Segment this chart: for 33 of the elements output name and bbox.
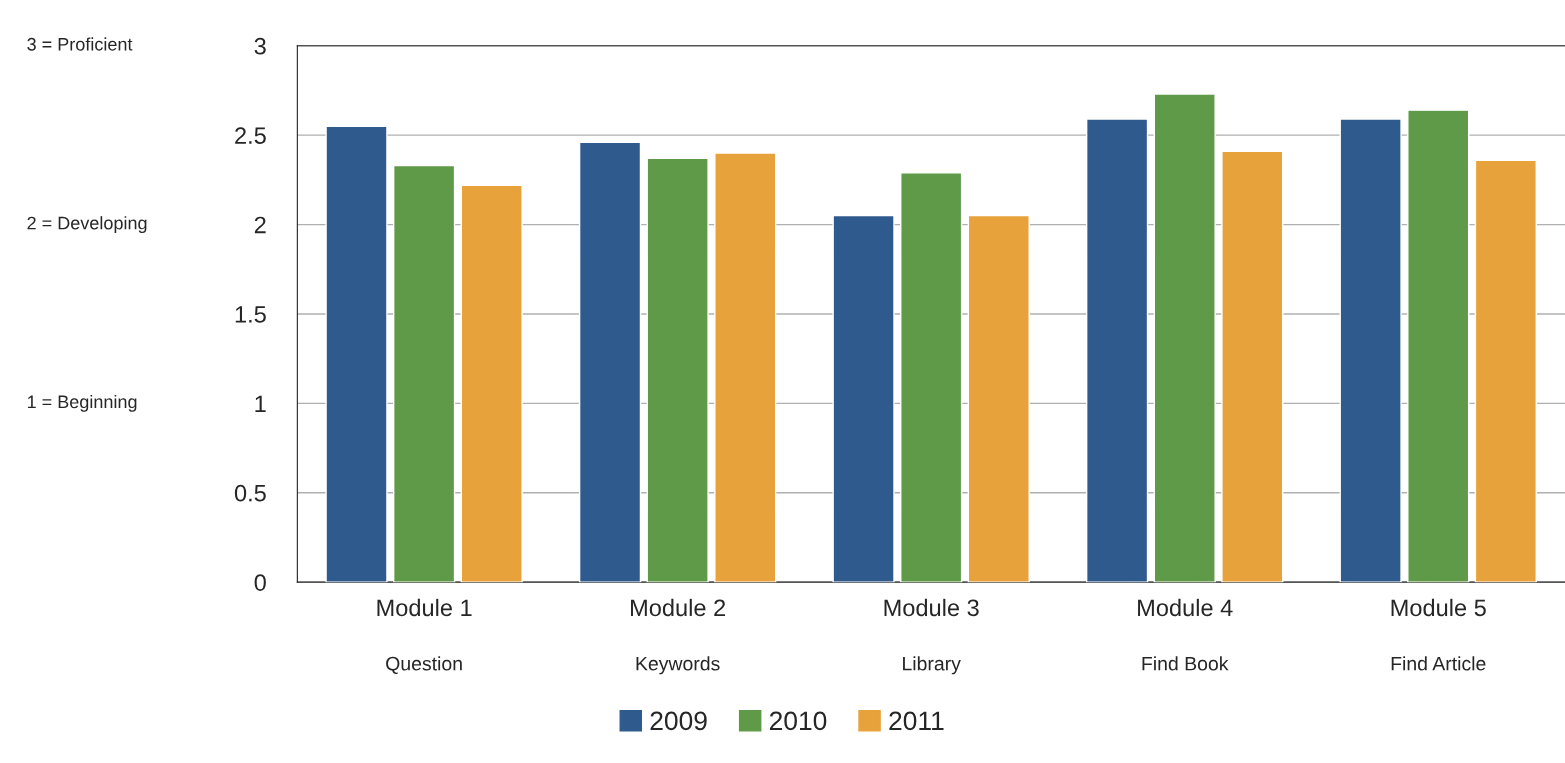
legend-label: 2011	[889, 711, 944, 731]
bar	[1153, 93, 1216, 583]
bar	[832, 214, 895, 583]
bar	[325, 125, 388, 583]
legend-label: 2009	[650, 711, 707, 731]
y-tick-label: 1	[255, 395, 266, 412]
bar	[578, 141, 642, 583]
bar	[1407, 109, 1470, 583]
bar	[1085, 118, 1149, 583]
bar	[1221, 150, 1284, 583]
y-tick-label: 2	[254, 216, 266, 234]
bar	[714, 152, 777, 583]
bar	[392, 164, 456, 583]
category-label: Module 2 Keywords	[631, 598, 726, 675]
category-label: Module 1 Question	[377, 598, 472, 675]
bar	[900, 172, 963, 583]
category-label: Module 4 Find Book	[1138, 598, 1233, 671]
bar	[967, 214, 1030, 583]
category-label: Module 5 Find Article	[1391, 598, 1486, 671]
legend-label: 2010	[769, 711, 827, 731]
category-label: Module 3 Library	[884, 598, 979, 675]
y-tick-label: 0	[254, 574, 266, 591]
y-tick-label: 0.5	[234, 484, 266, 502]
bar	[460, 184, 523, 583]
text: 3 = Proficient	[27, 37, 133, 51]
bar	[646, 157, 709, 583]
text: 2 = Developing	[27, 216, 147, 233]
y-tick-label: 1.5	[235, 306, 266, 323]
bar	[1474, 159, 1537, 583]
bar	[1339, 118, 1402, 583]
y-tick-label: 2.5	[235, 127, 266, 144]
y-tick-label: 3	[254, 37, 266, 55]
text: 1 = Beginning	[27, 394, 137, 412]
